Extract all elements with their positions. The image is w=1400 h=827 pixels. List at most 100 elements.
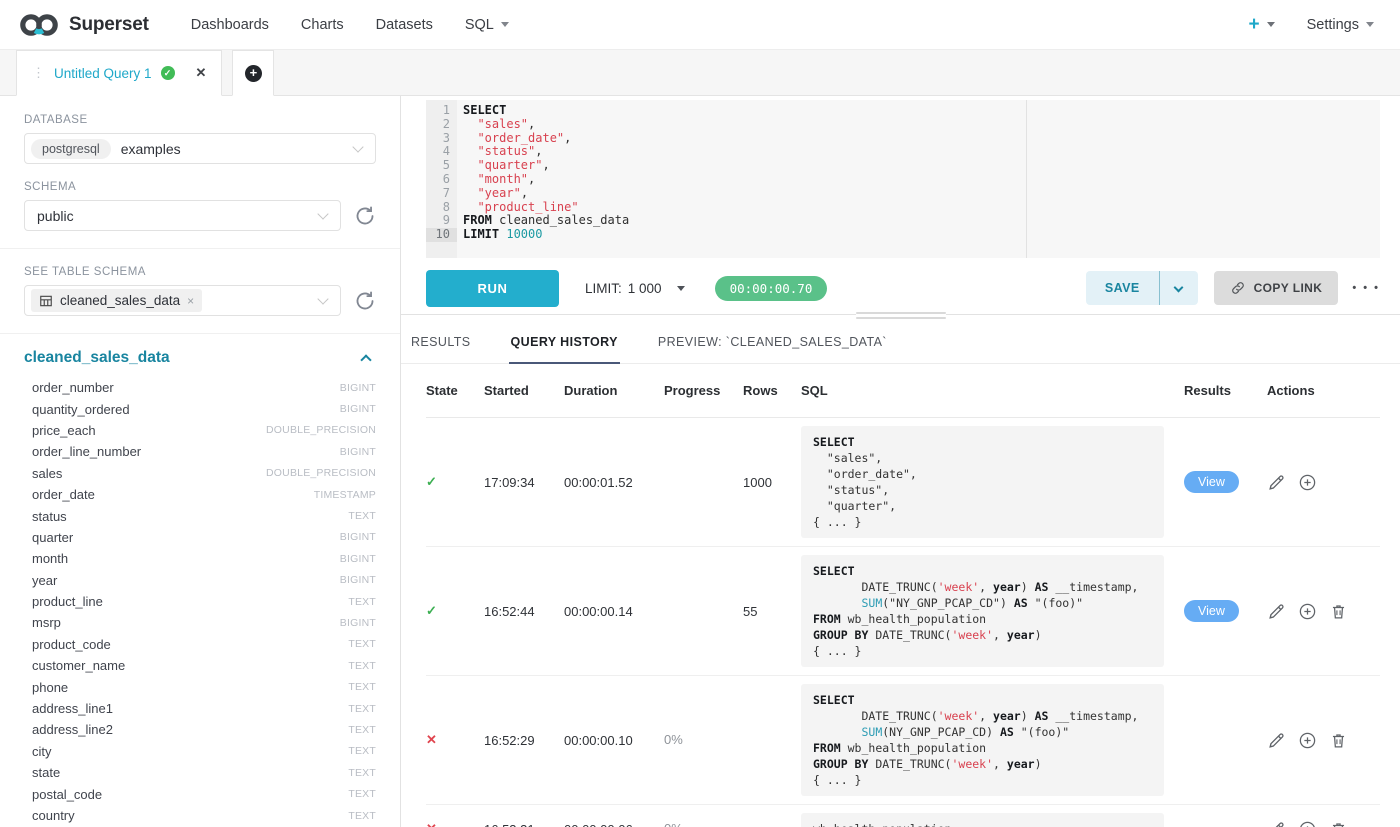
nav-item-dashboards[interactable]: Dashboards [190, 16, 269, 33]
editor-toolbar: RUN LIMIT: 1 000 00:00:00.70 SAVE [426, 268, 1380, 308]
progress-percent: 0% [664, 821, 683, 827]
plus-circle-icon[interactable] [1298, 473, 1317, 492]
view-results-button[interactable]: View [1184, 471, 1239, 493]
column-row: order_line_number BIGINT [32, 444, 376, 460]
column-row: customer_name TEXT [32, 658, 376, 674]
column-row: city TEXT [32, 743, 376, 759]
top-nav: Superset Dashboards Charts Datasets SQL … [0, 0, 1400, 50]
add-tab-button[interactable]: + [232, 50, 275, 96]
settings-menu[interactable]: Settings [1307, 17, 1374, 33]
plus-circle-icon[interactable] [1298, 820, 1317, 827]
failure-icon: ✕ [426, 732, 437, 747]
history-row: ✕ 16:53:31 00:00:00.06 0% wb_health_popu… [426, 805, 1380, 827]
run-button[interactable]: RUN [426, 269, 559, 307]
sql-snippet: SELECT DATE_TRUNC('week', year) AS __tim… [801, 555, 1164, 667]
chevron-down-icon [352, 140, 364, 153]
sql-editor[interactable]: 1 SELECT 2 "sales", 3 "order_date", 4 "st… [426, 100, 1380, 258]
superset-brand[interactable]: Superset [18, 12, 149, 38]
query-history-table: State Started Duration Progress Rows SQL… [426, 364, 1380, 827]
nav-item-charts[interactable]: Charts [300, 16, 344, 33]
save-split-button: SAVE [1085, 271, 1198, 305]
divider [0, 248, 400, 249]
superset-logo-icon [20, 13, 58, 36]
close-tab-icon[interactable]: ✕ [195, 65, 207, 80]
sql-lab-main: 1 SELECT 2 "sales", 3 "order_date", 4 "st… [401, 96, 1400, 827]
sql-lab-sidebar: DATABASE postgresql examples SCHEMA publ… [0, 96, 401, 827]
history-header-row: State Started Duration Progress Rows SQL… [426, 364, 1380, 418]
edit-query-icon[interactable] [1267, 731, 1286, 750]
plus-circle-icon[interactable] [1298, 731, 1317, 750]
table-chip: cleaned_sales_data × [31, 289, 203, 312]
delete-query-icon[interactable] [1329, 731, 1348, 750]
column-row: status TEXT [32, 508, 376, 524]
pane-divider [401, 309, 1400, 321]
chevron-down-icon [1173, 282, 1184, 292]
schema-label: SCHEMA [24, 181, 77, 193]
tab-untitled-query[interactable]: ⋮ Untitled Query 1 ✓ ✕ [16, 50, 223, 96]
delete-query-icon[interactable] [1329, 820, 1348, 827]
edit-query-icon[interactable] [1267, 473, 1286, 492]
divider [1158, 271, 1160, 305]
tab-preview[interactable]: PREVIEW: `CLEANED_SALES_DATA` [657, 335, 887, 349]
chevron-down-icon [1266, 22, 1275, 27]
limit-dropdown[interactable]: LIMIT: 1 000 [585, 281, 685, 296]
query-timer-badge: 00:00:00.70 [714, 275, 828, 301]
delete-query-icon[interactable] [1329, 602, 1348, 621]
column-row: price_each DOUBLE_PRECISION [32, 422, 376, 438]
sql-snippet: wb_health_population [801, 813, 1164, 827]
chevron-down-icon [1366, 22, 1374, 27]
remove-table-icon[interactable]: × [187, 293, 195, 308]
column-row: order_date TIMESTAMP [32, 487, 376, 503]
divider [0, 333, 400, 334]
nav-item-datasets[interactable]: Datasets [375, 16, 433, 33]
success-icon: ✓ [426, 474, 437, 489]
db-engine-badge: postgresql [31, 138, 111, 159]
plus-circle-icon[interactable] [1298, 602, 1317, 621]
history-row: ✕ 16:52:29 00:00:00.10 0% SELECT DATE_TR… [426, 676, 1380, 805]
table-select[interactable]: cleaned_sales_data × [24, 285, 341, 316]
chevron-down-icon [676, 285, 685, 291]
link-icon [1231, 282, 1244, 294]
table-schema-title[interactable]: cleaned_sales_data [24, 349, 170, 366]
failure-icon: ✕ [426, 821, 437, 827]
database-label: DATABASE [24, 114, 88, 126]
resize-handle[interactable] [855, 309, 946, 321]
column-row: sales DOUBLE_PRECISION [32, 465, 376, 481]
save-button[interactable]: SAVE [1104, 281, 1140, 295]
database-select[interactable]: postgresql examples [24, 133, 376, 164]
refresh-tables-button[interactable] [354, 290, 376, 312]
refresh-schemas-button[interactable] [354, 205, 376, 227]
view-results-button[interactable]: View [1184, 600, 1239, 622]
column-row: country TEXT [32, 808, 376, 823]
tab-query-history[interactable]: QUERY HISTORY [508, 319, 620, 364]
success-icon: ✓ [426, 603, 437, 618]
schema-select[interactable]: public [24, 200, 341, 231]
tab-title: Untitled Query 1 [54, 65, 152, 81]
new-item-button[interactable]: + [1248, 14, 1275, 36]
sql-snippet: SELECT DATE_TRUNC('week', year) AS __tim… [801, 684, 1164, 796]
column-row: year BIGINT [32, 572, 376, 588]
plus-circle-icon: + [244, 64, 262, 82]
history-row: ✓ 16:52:44 00:00:00.14 55 SELECT DATE_TR… [426, 547, 1380, 676]
column-row: month BIGINT [32, 551, 376, 567]
tab-results[interactable]: RESULTS [411, 335, 471, 349]
collapse-table-icon[interactable] [360, 354, 372, 366]
save-options-button[interactable] [1160, 271, 1198, 305]
column-row: msrp BIGINT [32, 615, 376, 631]
drag-handle-icon[interactable]: ⋮ [32, 65, 45, 80]
column-row: phone TEXT [32, 679, 376, 695]
history-row: ✓ 17:09:34 00:00:01.52 1000 SELECT "sale… [426, 418, 1380, 547]
column-row: address_line1 TEXT [32, 701, 376, 717]
nav-item-sql[interactable]: SQL [465, 17, 509, 33]
more-actions-button[interactable]: • • • [1352, 282, 1380, 294]
column-row: product_code TEXT [32, 636, 376, 652]
edit-query-icon[interactable] [1267, 602, 1286, 621]
copy-link-button[interactable]: COPY LINK [1213, 271, 1339, 305]
column-row: postal_code TEXT [32, 786, 376, 802]
column-row: order_number BIGINT [32, 380, 376, 396]
edit-query-icon[interactable] [1267, 820, 1286, 827]
table-schema-label: SEE TABLE SCHEMA [24, 266, 146, 278]
south-pane-tabs: RESULTS QUERY HISTORY PREVIEW: `CLEANED_… [401, 319, 1400, 364]
query-success-icon: ✓ [160, 66, 175, 80]
column-row: state TEXT [32, 765, 376, 781]
